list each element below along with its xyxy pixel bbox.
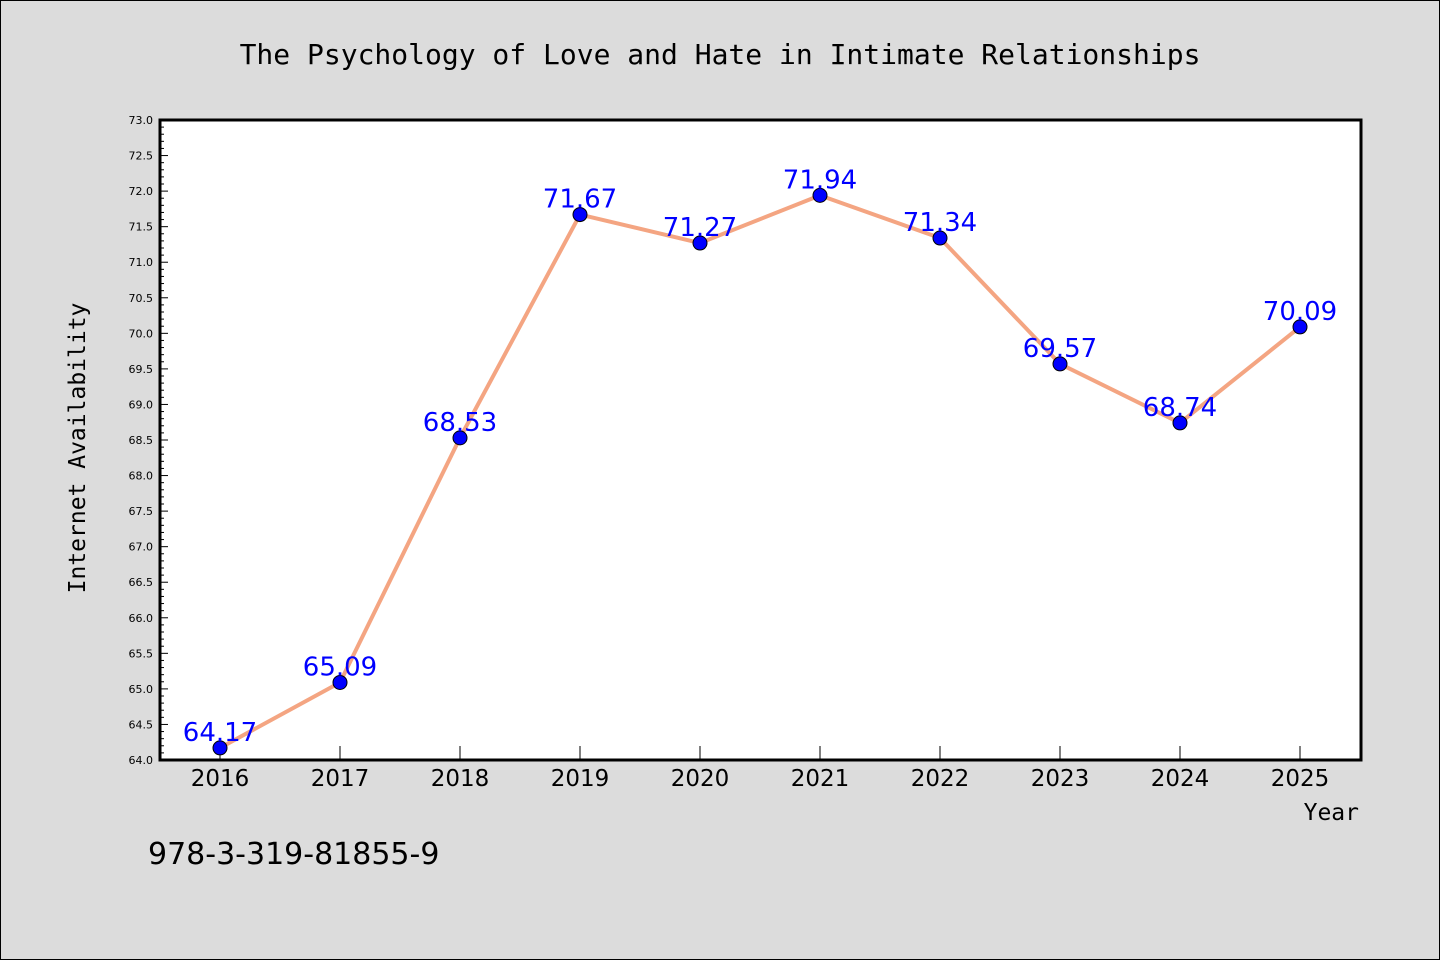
data-point (812, 187, 828, 203)
data-label: 69.57 (1023, 334, 1097, 364)
y-tick-label: 70.5 (129, 292, 154, 305)
y-tick-label: 69.5 (129, 363, 154, 376)
series-line (219, 193, 1302, 750)
x-axis: 2016 2017 2018 2019 2020 2021 2022 2023 2024 2025 (191, 746, 1330, 792)
y-tick-label: 66.5 (129, 576, 154, 589)
y-axis: 64.0 64.5 65.0 65.5 66.0 66.5 67.0 67.5 68.0 68.5… (129, 114, 168, 767)
y-tick-label: 67.5 (129, 505, 154, 518)
series-markers (212, 187, 1308, 756)
y-tick-label: 68.5 (129, 434, 154, 447)
x-tick-label: 2021 (791, 766, 850, 792)
data-label: 64.17 (183, 718, 257, 748)
y-tick-label: 73.0 (129, 114, 154, 127)
data-point (1052, 356, 1068, 372)
x-tick-label: 2019 (551, 766, 610, 792)
data-label: 68.53 (423, 408, 497, 438)
data-point (932, 230, 948, 246)
y-tick-label: 72.0 (129, 185, 154, 198)
x-tick-label: 2017 (311, 766, 370, 792)
y-tick-label: 71.5 (129, 221, 154, 234)
x-tick-label: 2024 (1151, 766, 1210, 792)
data-label: 71.27 (663, 213, 737, 243)
y-tick-label: 68.0 (129, 470, 154, 483)
y-axis-label: Internet Availability (65, 303, 91, 594)
data-point (1292, 319, 1308, 335)
data-point (452, 430, 468, 446)
x-tick-label: 2025 (1271, 766, 1330, 792)
y-tick-label: 66.0 (129, 612, 154, 625)
x-tick-label: 2020 (671, 766, 730, 792)
x-tick-label: 2018 (431, 766, 490, 792)
y-tick-label: 69.0 (129, 398, 154, 411)
y-tick-label: 72.5 (129, 150, 154, 163)
data-label: 71.94 (783, 165, 857, 195)
data-label: 70.09 (1263, 297, 1337, 327)
x-axis-label: Year (1304, 800, 1359, 826)
data-label: 71.67 (543, 185, 617, 215)
y-tick-label: 65.5 (129, 647, 154, 660)
y-tick-label: 65.0 (129, 683, 154, 696)
isbn-code: 978-3-319-81855-9 (148, 837, 439, 872)
chart-title: The Psychology of Love and Hate in Intim… (240, 38, 1201, 71)
data-point (212, 740, 228, 756)
x-tick-label: 2022 (911, 766, 970, 792)
data-label: 65.09 (303, 652, 377, 682)
y-tick-label: 70.0 (129, 327, 154, 340)
x-tick-label: 2016 (191, 766, 250, 792)
plot-area (158, 118, 1363, 762)
y-tick-label: 64.5 (129, 718, 154, 731)
data-point (1172, 415, 1188, 431)
data-label: 71.34 (903, 208, 977, 238)
data-point (572, 207, 588, 223)
data-label: 68.74 (1143, 393, 1217, 423)
y-tick-label: 67.0 (129, 541, 154, 554)
data-labels: 64.17 65.09 68.53 71.67 71.27 71.94 71.34 69.57… (183, 165, 1337, 748)
y-tick-label: 64.0 (129, 754, 154, 767)
data-point (332, 674, 348, 690)
data-point (692, 235, 708, 251)
x-tick-label: 2023 (1031, 766, 1090, 792)
y-tick-label: 71.0 (129, 256, 154, 269)
